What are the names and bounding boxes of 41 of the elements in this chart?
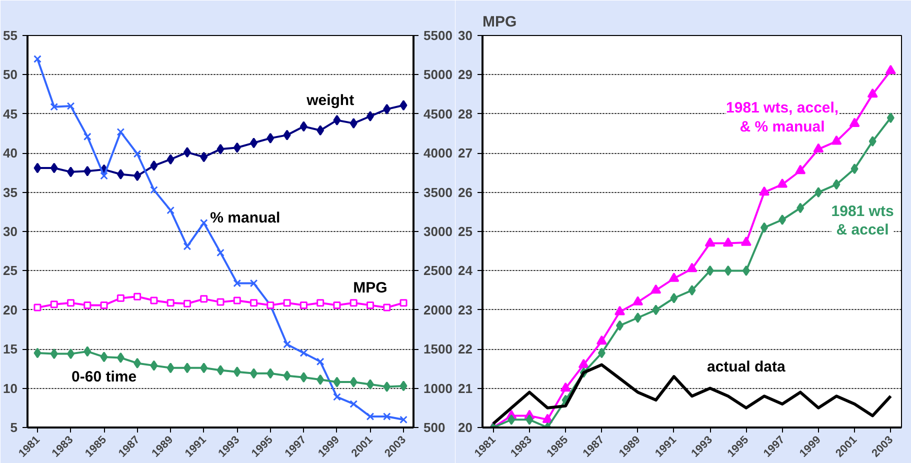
y-tick-label: 25: [458, 224, 473, 239]
series-label: 1981 wts, accel, & % manual: [726, 100, 839, 136]
y-tick-label: 29: [458, 67, 473, 82]
series-label: 1981 wts & accel: [831, 202, 894, 239]
y-tick-label: 30: [458, 28, 473, 43]
series-label: weight: [306, 92, 354, 109]
y-tick-label: 28: [458, 106, 473, 122]
y-axis-title: MPG: [482, 14, 517, 30]
y2-tick-label: 1000: [424, 380, 452, 396]
y-tick-label: 20: [3, 302, 18, 318]
y-tick-label: 26: [458, 184, 473, 200]
y-tick-label: 5: [10, 420, 18, 435]
y2-tick-label: 5000: [424, 67, 452, 82]
series-label: MPG: [353, 280, 388, 297]
y-tick-label: 21: [458, 380, 473, 396]
y-tick-label: 22: [458, 342, 473, 357]
y-tick-label: 23: [458, 302, 473, 318]
series-label: actual data: [707, 358, 786, 376]
y2-tick-label: 500: [424, 420, 446, 435]
y-tick-label: 25: [3, 263, 18, 278]
y-tick-label: 20: [458, 420, 473, 435]
y2-tick-label: 3000: [424, 224, 452, 239]
y2-tick-label: 3500: [424, 184, 452, 200]
y-tick-label: 35: [3, 184, 18, 200]
y-tick-label: 40: [3, 146, 18, 161]
y-tick-label: 30: [3, 224, 18, 239]
y-tick-label: 10: [3, 380, 18, 396]
y2-tick-label: 4500: [424, 106, 452, 122]
y2-tick-label: 2000: [424, 302, 452, 318]
y2-tick-label: 1500: [424, 342, 452, 357]
series-label: 0-60 time: [72, 368, 137, 386]
y-tick-label: 15: [3, 342, 18, 357]
y2-tick-label: 2500: [424, 263, 452, 278]
y2-tick-label: 4000: [424, 146, 452, 161]
y-tick-label: 50: [3, 67, 18, 82]
y-tick-label: 24: [458, 263, 474, 278]
series-label: % manual: [210, 210, 280, 227]
y-tick-label: 45: [3, 106, 18, 122]
y-tick-label: 27: [458, 146, 473, 161]
y-tick-label: 55: [3, 28, 18, 43]
y2-tick-label: 5500: [424, 28, 452, 43]
